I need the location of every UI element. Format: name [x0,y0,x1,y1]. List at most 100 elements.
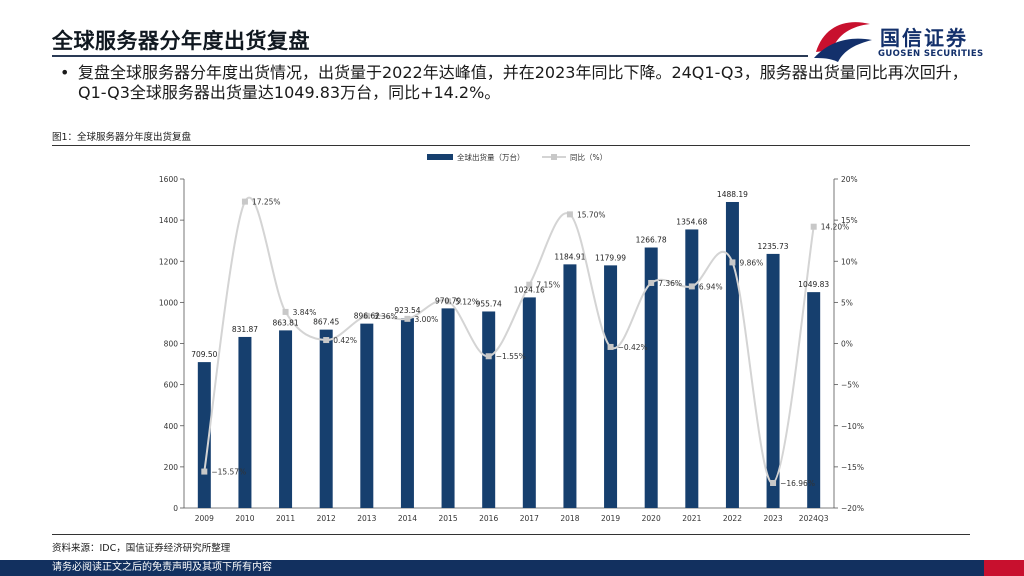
bullet-dot-icon: • [60,63,70,82]
yoy-marker [770,479,777,486]
yoy-value-label: −15.57% [211,468,246,477]
bar-value-label: 1266.78 [636,236,667,245]
x-tick-label: 2014 [398,514,417,523]
shipment-bar [807,292,821,508]
right-tick-label: −15% [841,463,864,472]
bar-value-label: 1354.68 [676,217,707,226]
x-tick-label: 2018 [560,514,579,523]
shipment-bar [319,329,333,508]
left-tick-label: 400 [164,422,179,431]
logo-name-en: GUOSEN SECURITIES [878,49,984,59]
bar-value-label: 1184.91 [554,252,585,261]
legend-bar-label: 全球出货量（万台） [457,152,525,162]
bar-value-label: 955.74 [476,299,502,308]
yoy-marker [445,298,452,305]
right-tick-label: −20% [841,504,864,513]
shipment-bar [482,311,496,508]
yoy-value-label: −1.55% [496,352,526,361]
yoy-marker [363,312,370,319]
page-title: 全球服务器分年度出货复盘 [52,29,310,53]
footer-accent [984,560,1024,576]
figure-top-rule [52,145,970,146]
x-tick-label: 2024Q3 [799,514,829,523]
yoy-marker [607,343,614,350]
yoy-value-label: 15.70% [577,210,606,219]
x-tick-label: 2011 [276,514,295,523]
right-tick-label: 15% [841,216,858,225]
legend-line-marker [551,154,557,160]
yoy-value-label: 7.15% [536,281,560,290]
left-tick-label: 600 [164,381,179,390]
yoy-value-label: 3.36% [374,312,398,321]
yoy-marker [688,283,695,290]
yoy-marker [648,279,655,286]
footer-bar: 请务必阅读正文之后的免责声明及其项下所有内容 [0,560,1024,576]
yoy-value-label: 17.25% [252,198,281,207]
yoy-value-label: 0.42% [333,336,357,345]
shipment-bar [604,265,618,508]
bar-value-label: 970.79 [435,296,461,305]
shipment-bar [644,247,658,508]
left-tick-label: 800 [164,340,179,349]
yoy-marker [566,211,573,218]
yoy-value-label: 7.36% [658,279,682,288]
bar-value-label: 1049.83 [798,280,829,289]
bar-value-label: 1235.73 [758,242,789,251]
bar-value-label: 831.87 [232,325,258,334]
yoy-marker [485,353,492,360]
x-tick-label: 2023 [764,514,783,523]
yoy-marker [282,308,289,315]
chart-container: 0 200 400 600 800 1000 1200 1400 1600 −20% −15% −10… [52,146,970,534]
figure-caption: 图1：全球服务器分年度出货复盘 [52,132,192,143]
left-tick-label: 1600 [159,175,178,184]
shipment-bar [441,308,455,508]
logo-red-wing [816,22,870,52]
x-tick-label: 2013 [357,514,376,523]
x-tick-label: 2020 [642,514,661,523]
yoy-value-label: 3.00% [414,315,438,324]
left-tick-label: 1200 [159,257,178,266]
shipment-bar [685,229,699,509]
x-tick-label: 2017 [520,514,539,523]
figure-bottom-rule [52,534,970,535]
shipment-bar [279,330,293,508]
right-tick-label: −10% [841,422,864,431]
yoy-value-label: 3.84% [293,308,317,317]
summary-text: 复盘全球服务器分年度出货情况，出货量于2022年达峰值，并在2023年同比下降。… [78,63,968,102]
bar-value-label: 709.50 [191,350,217,359]
bar-value-label: 1179.99 [595,253,626,262]
x-tick-label: 2015 [439,514,458,523]
right-tick-label: 20% [841,175,858,184]
bar-value-label: 867.45 [313,318,339,327]
shipment-chart: 0 200 400 600 800 1000 1200 1400 1600 −20% −15% −10… [159,152,864,523]
company-logo: 国信证券 GUOSEN SECURITIES [812,16,1002,64]
x-tick-label: 2016 [479,514,498,523]
bar-value-label: 1024.16 [514,285,545,294]
bar-value-label: 1488.19 [717,190,748,199]
logo-name-cn: 国信证券 [880,26,968,50]
yoy-marker [323,337,330,344]
legend-line-label: 同比（%） [570,152,607,162]
shipment-bar [766,253,780,508]
yoy-value-label: 6.94% [699,282,723,291]
yoy-marker [526,281,533,288]
shipment-bar [238,336,252,508]
yoy-value-label: −0.42% [618,343,648,352]
yoy-value-label: 9.86% [739,258,763,267]
x-tick-label: 2012 [317,514,336,523]
yoy-line [203,196,815,485]
summary-paragraph: • 复盘全球服务器分年度出货情况，出货量于2022年达峰值，并在2023年同比下… [60,63,993,103]
shipment-bar [563,264,577,508]
shipment-bar [522,297,536,508]
shipment-bar [360,323,374,508]
bar-value-label: 896.62 [354,312,380,321]
yoy-marker [729,259,736,266]
shipment-bar [197,362,211,508]
right-tick-label: 10% [841,257,858,266]
left-tick-label: 0 [173,504,178,513]
title-divider [52,55,808,57]
left-tick-label: 1400 [159,216,178,225]
logo-navy-wing [814,38,872,62]
legend-bar-swatch [427,154,453,160]
